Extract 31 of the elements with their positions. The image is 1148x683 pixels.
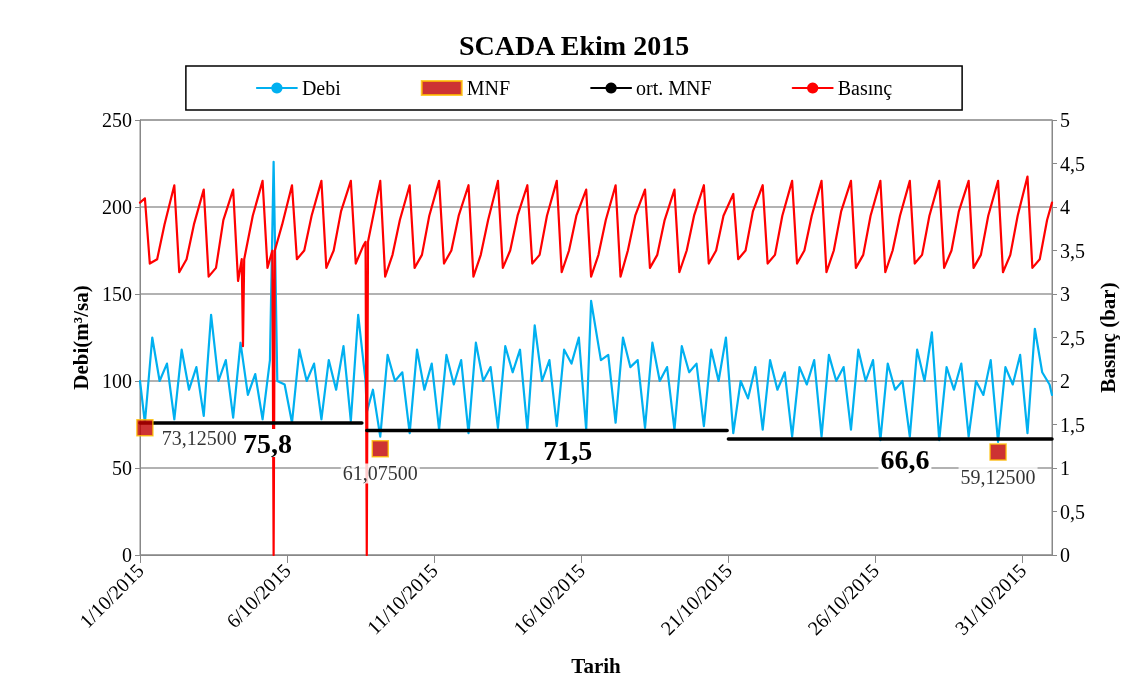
y2-tick-label: 2 xyxy=(1060,370,1070,392)
data-label: 59,12500 xyxy=(960,465,1036,488)
legend-label: Basınç xyxy=(837,77,893,100)
y2-axis-title: Basınç (bar) xyxy=(1095,282,1120,393)
y2-tick-label: 4 xyxy=(1060,196,1070,218)
y2-tick-label: 3,5 xyxy=(1060,239,1085,262)
y2-tick-label: 1,5 xyxy=(1060,413,1085,436)
y-tick-label: 250 xyxy=(102,109,132,131)
legend-label: ort. MNF xyxy=(636,77,712,99)
y-tick-label: 100 xyxy=(102,370,132,392)
data-label: 66,6 xyxy=(880,443,930,475)
y2-tick-label: 1 xyxy=(1060,457,1070,479)
x-axis-title: Tarih xyxy=(571,653,622,678)
y2-tick-label: 0,5 xyxy=(1060,500,1085,523)
y-tick-label: 200 xyxy=(102,196,132,218)
data-label: 75,8 xyxy=(242,427,292,459)
data-label: 73,12500 xyxy=(161,426,237,449)
y-tick-label: 150 xyxy=(102,283,132,305)
legend-label: Debi xyxy=(301,77,342,99)
y-axis-title: Debi(m³/sa) xyxy=(68,285,93,390)
chart-title: SCADA Ekim 2015 xyxy=(458,29,690,61)
y2-tick-label: 2,5 xyxy=(1060,326,1085,349)
y2-tick-label: 3 xyxy=(1060,283,1070,305)
y2-tick-label: 0 xyxy=(1060,544,1070,566)
y2-tick-label: 4,5 xyxy=(1060,152,1085,175)
data-label: 71,5 xyxy=(543,435,593,467)
legend-label: MNF xyxy=(466,77,511,99)
data-label: 61,07500 xyxy=(342,462,418,485)
y-tick-label: 0 xyxy=(122,544,132,566)
y2-tick-label: 5 xyxy=(1060,109,1070,131)
y-tick-label: 50 xyxy=(112,457,132,479)
